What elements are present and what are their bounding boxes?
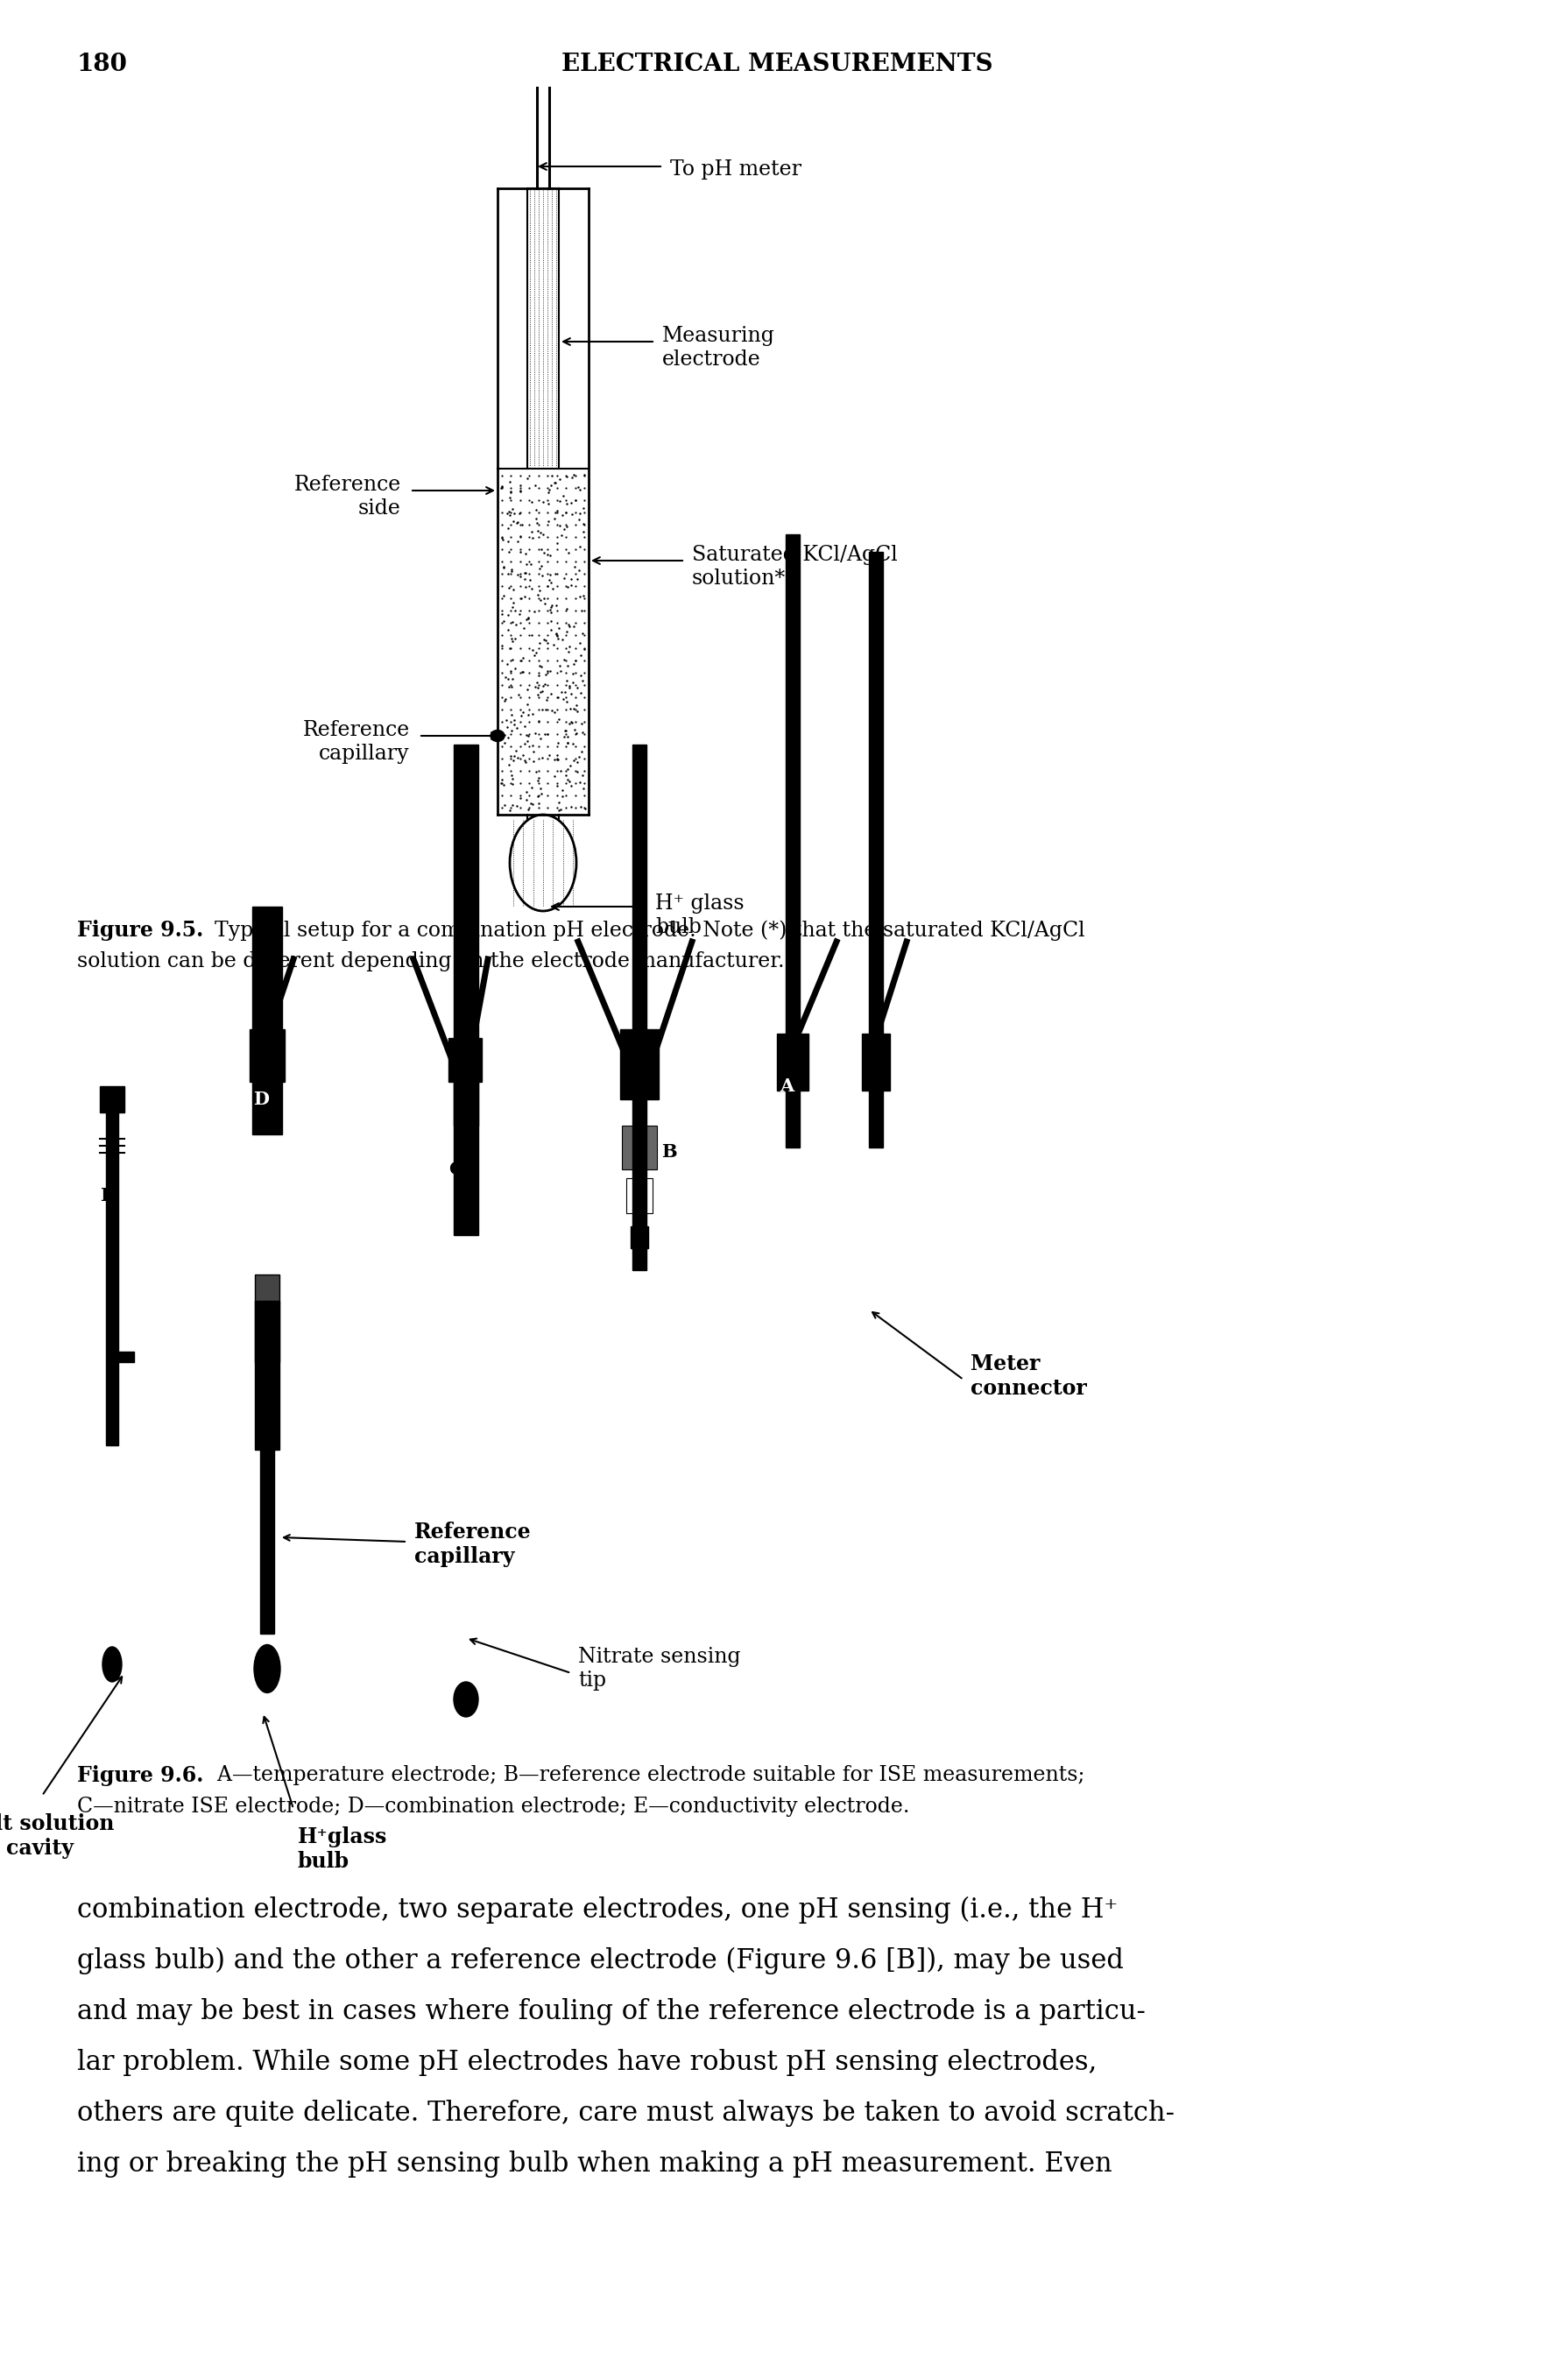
Ellipse shape xyxy=(491,731,505,743)
Text: Figure 9.5.: Figure 9.5. xyxy=(78,919,203,940)
Bar xyxy=(453,1064,478,1126)
Bar xyxy=(255,1276,280,1361)
Bar xyxy=(255,1302,280,1449)
Text: Reference
capillary: Reference capillary xyxy=(303,721,410,764)
Text: E: E xyxy=(99,1188,113,1204)
Bar xyxy=(455,1138,477,1188)
Bar xyxy=(786,536,800,1147)
Bar xyxy=(862,1033,890,1090)
Text: Reference
capillary: Reference capillary xyxy=(415,1521,531,1566)
Bar xyxy=(258,1345,276,1371)
Text: A: A xyxy=(780,1078,794,1095)
Text: lar problem. While some pH electrodes have robust pH sensing electrodes,: lar problem. While some pH electrodes ha… xyxy=(78,2049,1096,2075)
Bar xyxy=(250,1028,284,1083)
Text: Nitrate sensing
tip: Nitrate sensing tip xyxy=(578,1647,741,1690)
Bar xyxy=(776,1033,808,1090)
Text: Figure 9.6.: Figure 9.6. xyxy=(78,1766,203,1785)
Text: ing or breaking the pH sensing bulb when making a pH measurement. Even: ing or breaking the pH sensing bulb when… xyxy=(78,2152,1112,2178)
Bar xyxy=(99,1085,124,1111)
Text: combination electrode, two separate electrodes, one pH sensing (i.e., the H⁺: combination electrode, two separate elec… xyxy=(78,1897,1117,1923)
Text: H⁺glass
bulb: H⁺glass bulb xyxy=(298,1825,387,1871)
Text: Salt solution
cavity: Salt solution cavity xyxy=(0,1814,113,1859)
Ellipse shape xyxy=(102,1647,121,1683)
Text: ELECTRICAL MEASUREMENTS: ELECTRICAL MEASUREMENTS xyxy=(561,52,992,76)
Text: Reference
side: Reference side xyxy=(294,474,401,519)
Text: glass bulb) and the other a reference electrode (Figure 9.6 [B]), may be used: glass bulb) and the other a reference el… xyxy=(78,1947,1123,1975)
Text: Typical setup for a combination pH electrode. Note (*) that the saturated KCl/Ag: Typical setup for a combination pH elect… xyxy=(202,919,1084,940)
Text: Saturated KCl/AgCl
solution*: Saturated KCl/AgCl solution* xyxy=(691,545,898,588)
Bar xyxy=(868,552,882,1147)
Text: C—nitrate ISE electrode; D—combination electrode; E—conductivity electrode.: C—nitrate ISE electrode; D—combination e… xyxy=(78,1797,909,1816)
Text: Measuring
electrode: Measuring electrode xyxy=(662,326,775,369)
Text: D: D xyxy=(253,1090,269,1109)
Bar xyxy=(621,1126,657,1169)
Bar xyxy=(626,1178,652,1214)
Text: H⁺ glass
bulb: H⁺ glass bulb xyxy=(655,892,744,938)
Bar xyxy=(262,1564,272,1599)
Text: others are quite delicate. Therefore, care must always be taken to avoid scratch: others are quite delicate. Therefore, ca… xyxy=(78,2099,1174,2128)
Bar xyxy=(252,907,283,1135)
Bar xyxy=(631,1226,648,1247)
Text: C: C xyxy=(449,1161,463,1178)
Text: and may be best in cases where fouling of the reference electrode is a particu-: and may be best in cases where fouling o… xyxy=(78,1999,1145,2025)
Text: Meter
connector: Meter connector xyxy=(971,1354,1086,1399)
Bar xyxy=(632,745,646,1271)
Bar xyxy=(259,1449,273,1633)
Bar xyxy=(106,1111,118,1445)
Text: A—temperature electrode; B—reference electrode suitable for ISE measurements;: A—temperature electrode; B—reference ele… xyxy=(203,1766,1084,1785)
Bar xyxy=(620,1028,658,1100)
Ellipse shape xyxy=(453,1683,478,1716)
Text: To pH meter: To pH meter xyxy=(669,159,801,178)
Bar xyxy=(449,1038,481,1083)
Text: solution can be different depending on the electrode manufacturer.: solution can be different depending on t… xyxy=(78,952,784,971)
Bar xyxy=(118,1352,134,1361)
Ellipse shape xyxy=(253,1645,280,1692)
Bar xyxy=(453,745,478,1235)
Text: B: B xyxy=(662,1142,677,1161)
Text: 180: 180 xyxy=(78,52,127,76)
